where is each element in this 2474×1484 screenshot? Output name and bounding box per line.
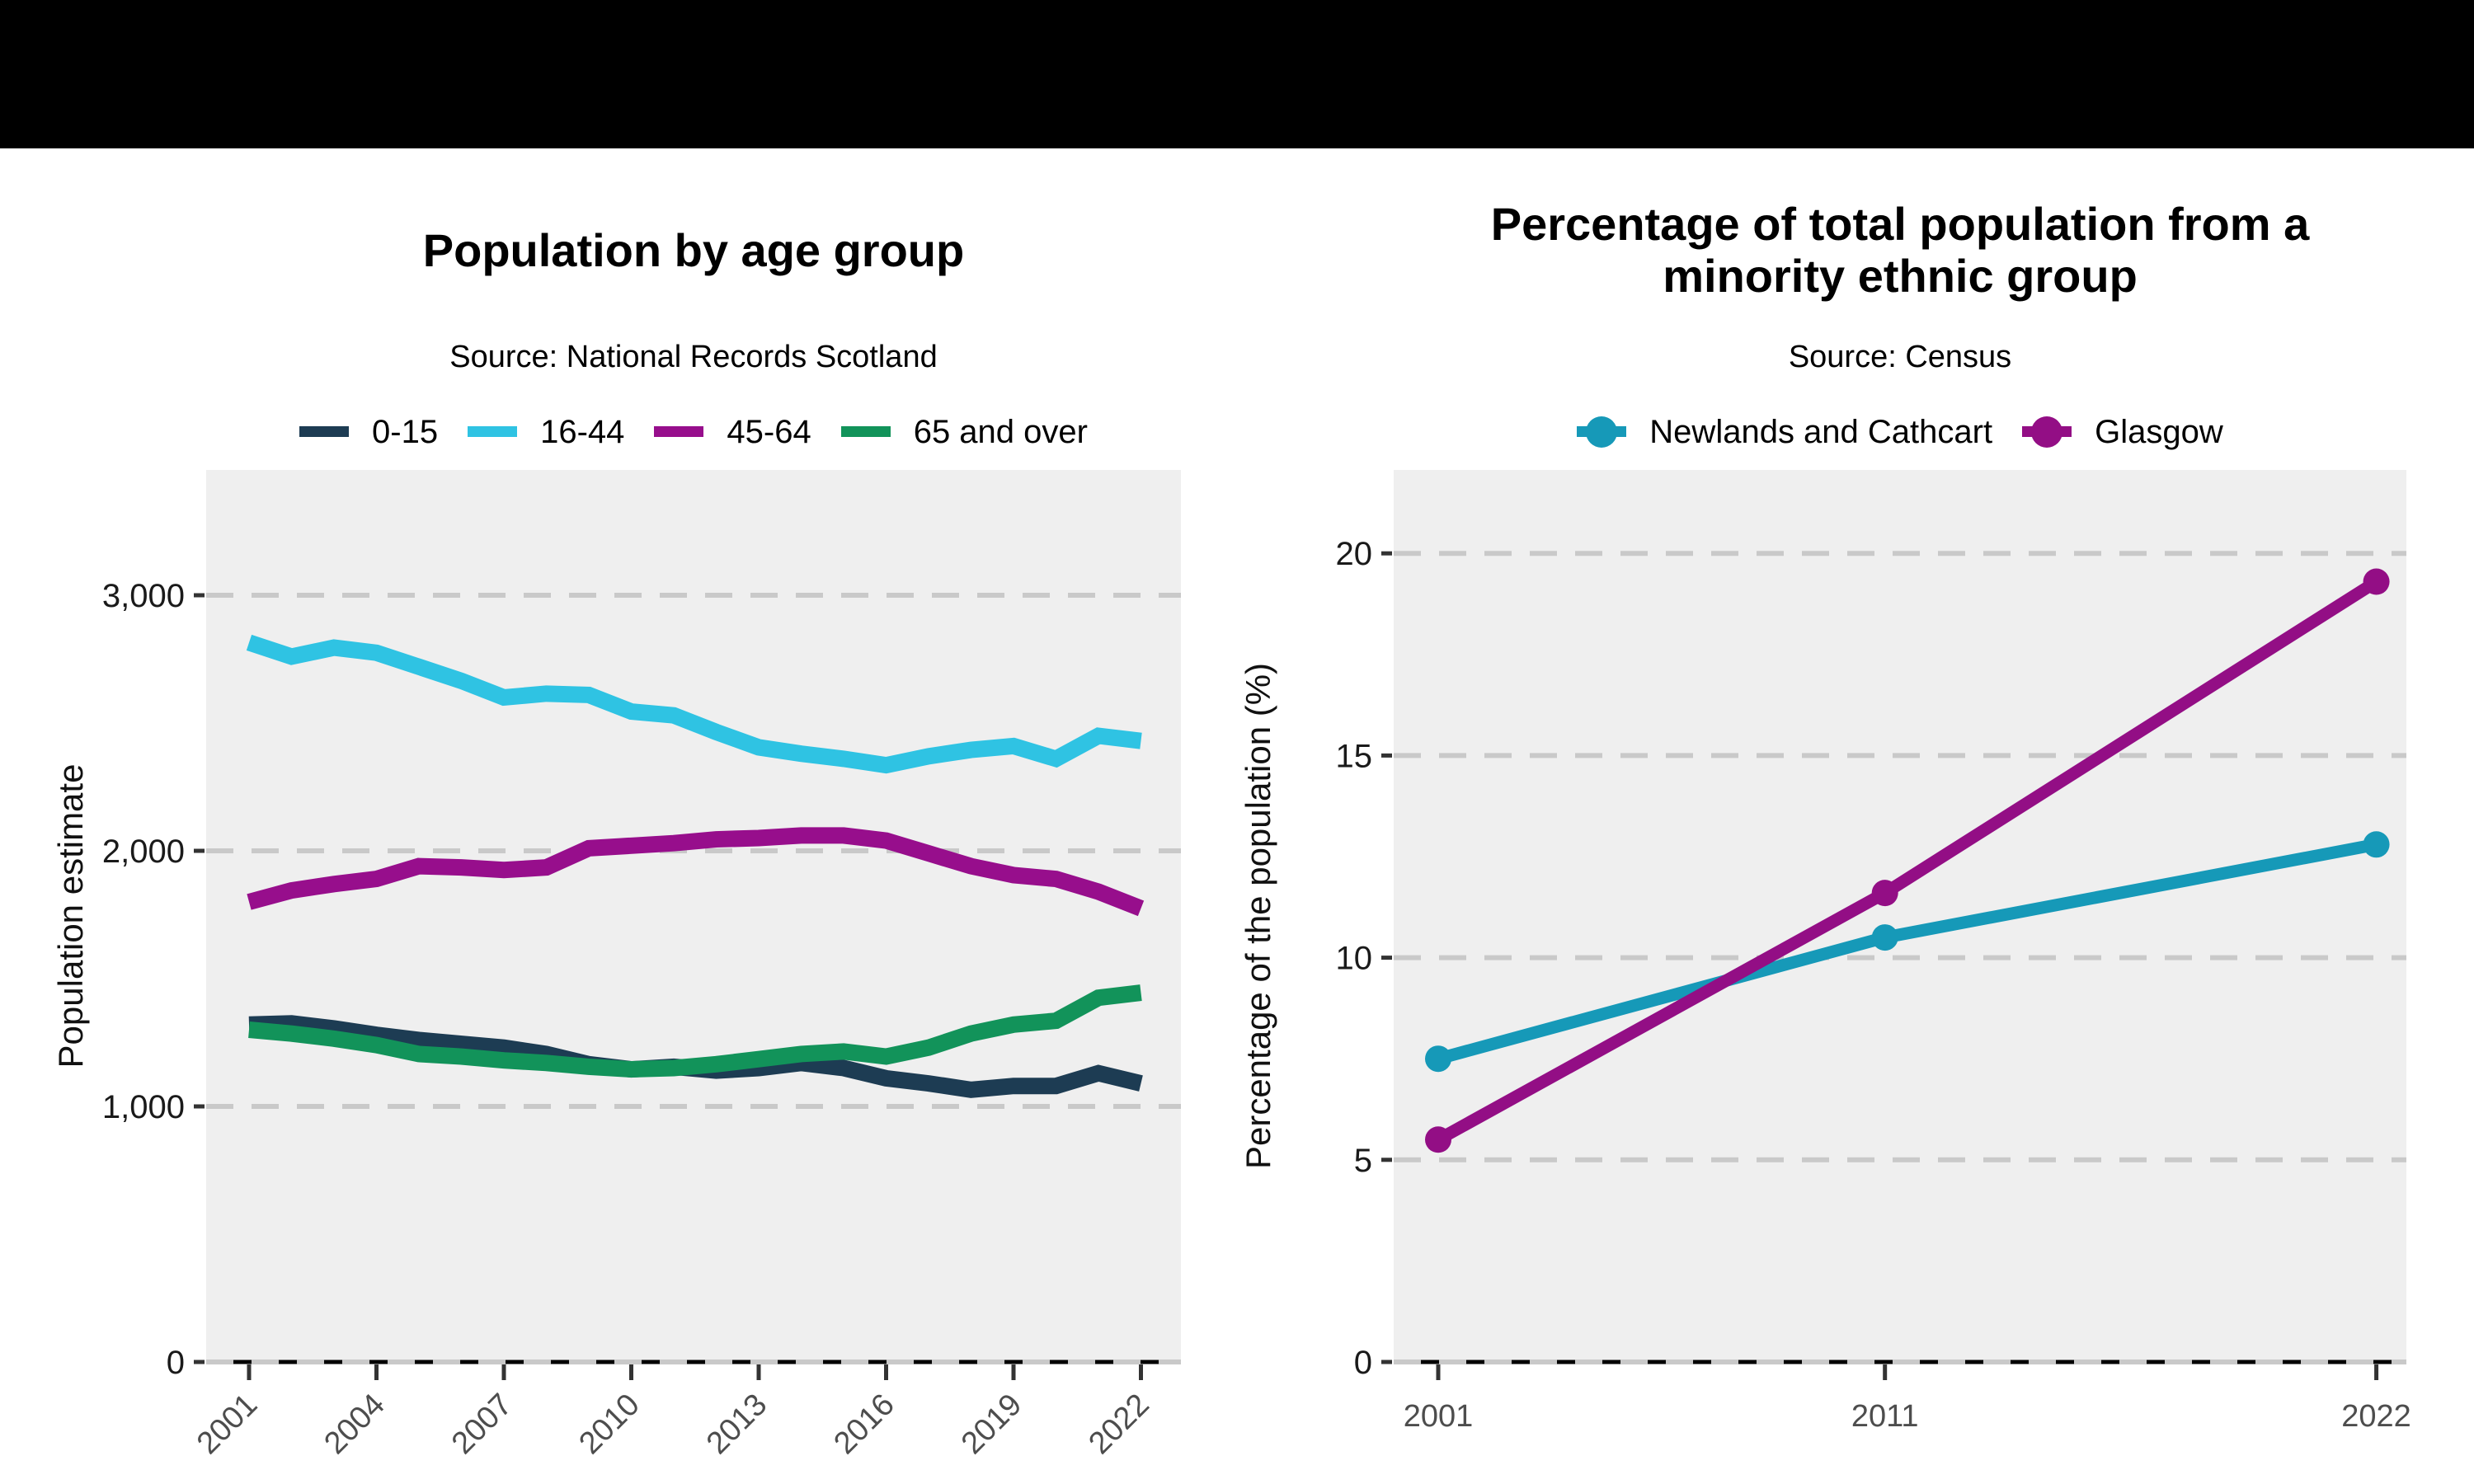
legend-key-icon [654, 413, 704, 451]
series-line [246, 634, 1142, 774]
right-chart-legend: Newlands and Cathcart Glasgow [1577, 406, 2223, 458]
legend-label: Glasgow [2095, 413, 2223, 450]
legend-key-icon [2022, 413, 2072, 451]
legend-key-icon [1577, 413, 1627, 451]
legend-key-icon [299, 413, 350, 451]
x-tick-label: 2001 [190, 1388, 264, 1461]
plot-panel-0 [206, 470, 1181, 1362]
legend-label: 0-15 [372, 413, 439, 450]
data-point [1871, 880, 1898, 907]
right-chart-header: Percentage of total population from a mi… [1394, 148, 2406, 458]
y-tick-label: 3,000 [102, 578, 185, 614]
legend-item: 16-44 [468, 413, 624, 451]
y-tick-label: 10 [1336, 941, 1373, 977]
left-chart-title: Population by age group [422, 223, 965, 276]
x-tick-label: 2007 [445, 1388, 519, 1461]
x-tick-label: 2013 [700, 1388, 774, 1461]
legend-item: Newlands and Cathcart [1577, 413, 1992, 451]
y-tick-label: 1,000 [102, 1089, 185, 1125]
legend-item: 45-64 [654, 413, 811, 451]
data-point [1425, 1045, 1451, 1073]
x-tick-label: 2004 [317, 1388, 391, 1461]
y-axis-title: Percentage of the population (%) [1239, 663, 1277, 1169]
y-tick-label: 0 [167, 1345, 185, 1381]
left-chart-legend: 0-15 16-44 45-64 65 and over [299, 406, 1088, 458]
left-chart-header: Population by age group Source: National… [206, 148, 1181, 458]
data-point [1871, 924, 1898, 951]
legend-key-icon [840, 413, 891, 451]
data-point [2363, 831, 2390, 858]
y-tick-label: 15 [1336, 738, 1373, 774]
series-line [248, 984, 1142, 1078]
x-tick-label: 2010 [572, 1388, 646, 1461]
legend-label: 16-44 [540, 413, 625, 450]
y-axis-title: Population estimate [51, 764, 90, 1068]
legend-item: 0-15 [299, 413, 438, 451]
right-chart-title: Percentage of total population from a mi… [1490, 198, 2310, 302]
data-point [2363, 568, 2390, 595]
x-tick-label: 2019 [955, 1388, 1028, 1461]
right-chart-subtitle: Source: Census [1788, 340, 2012, 374]
x-tick-label: 2022 [1082, 1388, 1155, 1461]
legend-item: Glasgow [2022, 413, 2223, 451]
y-tick-label: 20 [1336, 536, 1373, 572]
left-chart-subtitle: Source: National Records Scotland [449, 340, 938, 374]
y-tick-label: 2,000 [102, 834, 185, 870]
x-tick-label: 2011 [1851, 1399, 1919, 1434]
legend-label: Newlands and Cathcart [1649, 413, 1993, 450]
legend-label: 45-64 [727, 413, 811, 450]
legend-key-icon [468, 413, 518, 451]
data-point [1425, 1126, 1451, 1153]
x-tick-label: 2016 [827, 1388, 901, 1461]
x-tick-label: 2022 [2341, 1399, 2411, 1434]
y-tick-label: 5 [1354, 1143, 1372, 1179]
y-tick-label: 0 [1354, 1345, 1372, 1381]
legend-label: 65 and over [913, 413, 1088, 450]
plot-panel-1 [1394, 470, 2406, 1362]
series-line [247, 827, 1145, 917]
legend-item: 65 and over [840, 413, 1088, 451]
top-black-banner [0, 0, 2474, 148]
x-tick-label: 2001 [1404, 1399, 1474, 1434]
